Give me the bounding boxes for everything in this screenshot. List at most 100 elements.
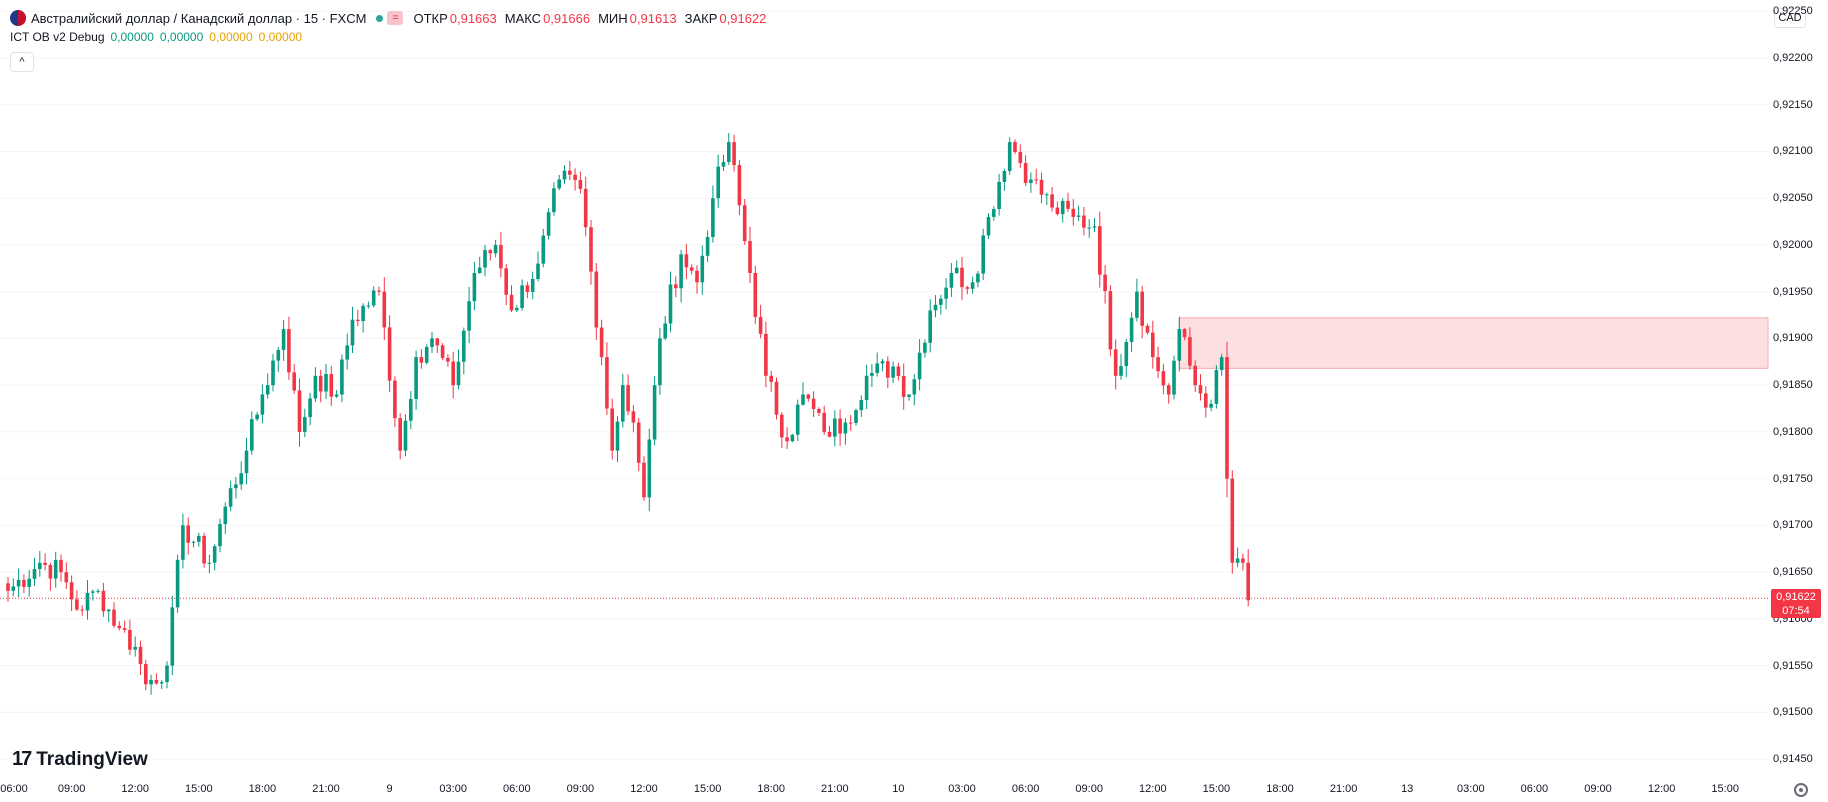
candle-up[interactable] [265, 385, 270, 395]
candle-up[interactable] [1124, 341, 1129, 367]
candle-up[interactable] [923, 342, 927, 353]
candle-up[interactable] [530, 278, 535, 292]
candle-down[interactable] [689, 267, 694, 271]
candle-down[interactable] [758, 317, 763, 334]
candle-down[interactable] [684, 254, 689, 268]
candle-down[interactable] [631, 411, 636, 423]
candle-down[interactable] [848, 422, 853, 424]
candle-up[interactable] [207, 562, 212, 564]
candle-up[interactable] [917, 352, 922, 380]
candle-up[interactable] [928, 310, 932, 343]
candle-down[interactable] [446, 357, 450, 362]
candle-down[interactable] [599, 327, 604, 358]
candle-down[interactable] [605, 357, 609, 409]
candle-up[interactable] [228, 488, 233, 507]
candle-up[interactable] [371, 290, 376, 306]
candle-down[interactable] [896, 366, 901, 376]
candle-down[interactable] [1246, 562, 1250, 601]
candle-down[interactable] [80, 609, 84, 611]
candle-up[interactable] [727, 142, 731, 162]
candle-up[interactable] [562, 170, 567, 180]
currency-button[interactable]: CAD [1774, 8, 1806, 28]
candle-down[interactable] [1108, 291, 1113, 350]
candle-down[interactable] [144, 664, 148, 685]
candle-up[interactable] [1076, 215, 1081, 217]
candle-down[interactable] [1156, 357, 1160, 372]
candle-up[interactable] [541, 235, 546, 264]
candle-up[interactable] [647, 439, 652, 498]
candle-down[interactable] [737, 165, 742, 206]
candle-down[interactable] [769, 375, 773, 382]
candle-down[interactable] [827, 431, 832, 437]
candle-up[interactable] [303, 417, 307, 432]
candle-down[interactable] [838, 418, 842, 434]
settings-icon[interactable] [1794, 783, 1808, 797]
candle-down[interactable] [1034, 179, 1038, 181]
candle-up[interactable] [424, 346, 429, 363]
order-block-zone[interactable] [1178, 317, 1769, 369]
candle-up[interactable] [939, 298, 943, 305]
candle-down[interactable] [583, 188, 588, 228]
eq-icon[interactable]: = [387, 11, 404, 25]
candle-up[interactable] [1087, 227, 1091, 229]
candle-down[interactable] [811, 398, 816, 410]
candle-down[interactable] [440, 345, 445, 358]
candle-up[interactable] [801, 394, 805, 405]
candle-up[interactable] [552, 188, 556, 213]
candle-up[interactable] [165, 665, 169, 683]
candle-down[interactable] [202, 535, 206, 564]
candle-up[interactable] [467, 301, 471, 331]
candle-up[interactable] [1209, 403, 1213, 408]
candle-down[interactable] [377, 290, 381, 292]
candle-down[interactable] [419, 357, 424, 363]
candle-up[interactable] [1129, 317, 1134, 342]
candle-up[interactable] [875, 363, 879, 373]
candle-up[interactable] [912, 379, 917, 395]
candle-up[interactable] [1092, 226, 1097, 228]
candle-up[interactable] [705, 236, 710, 256]
candle-up[interactable] [870, 372, 874, 376]
candle-down[interactable] [1161, 371, 1166, 386]
candle-up[interactable] [833, 418, 837, 437]
candle-up[interactable] [212, 546, 217, 563]
candle-up[interactable] [32, 568, 37, 579]
candle-down[interactable] [43, 562, 47, 565]
candle-up[interactable] [239, 473, 243, 485]
candle-up[interactable] [795, 404, 800, 435]
candle-up[interactable] [986, 216, 991, 236]
candle-up[interactable] [907, 394, 911, 397]
candle-up[interactable] [414, 357, 418, 400]
candle-down[interactable] [509, 294, 514, 311]
candle-down[interactable] [48, 564, 53, 579]
candle-up[interactable] [91, 591, 95, 593]
candle-up[interactable] [11, 586, 16, 591]
candle-up[interactable] [711, 198, 715, 237]
candle-down[interactable] [568, 170, 572, 175]
candle-up[interactable] [493, 244, 498, 254]
candle-down[interactable] [318, 375, 323, 392]
candle-up[interactable] [191, 541, 196, 543]
candle-up[interactable] [621, 385, 625, 422]
candle-up[interactable] [658, 338, 662, 386]
candle-down[interactable] [292, 372, 296, 391]
candle-down[interactable] [589, 227, 593, 272]
candle-up[interactable] [361, 305, 365, 322]
candle-down[interactable] [435, 338, 440, 346]
candle-down[interactable] [154, 679, 159, 684]
candle-up[interactable] [53, 559, 58, 579]
candle-down[interactable] [488, 250, 493, 254]
candle-up[interactable] [430, 338, 434, 347]
candle-down[interactable] [817, 409, 821, 413]
candle-up[interactable] [456, 361, 461, 386]
candle-down[interactable] [382, 291, 387, 328]
candle-up[interactable] [271, 360, 275, 386]
candle-up[interactable] [223, 506, 228, 525]
candle-up[interactable] [483, 250, 487, 268]
candle-up[interactable] [652, 385, 657, 440]
candle-down[interactable] [674, 284, 678, 289]
candle-up[interactable] [933, 304, 938, 311]
candle-up[interactable] [843, 422, 848, 434]
candle-down[interactable] [742, 205, 747, 242]
candle-down[interactable] [128, 629, 132, 650]
